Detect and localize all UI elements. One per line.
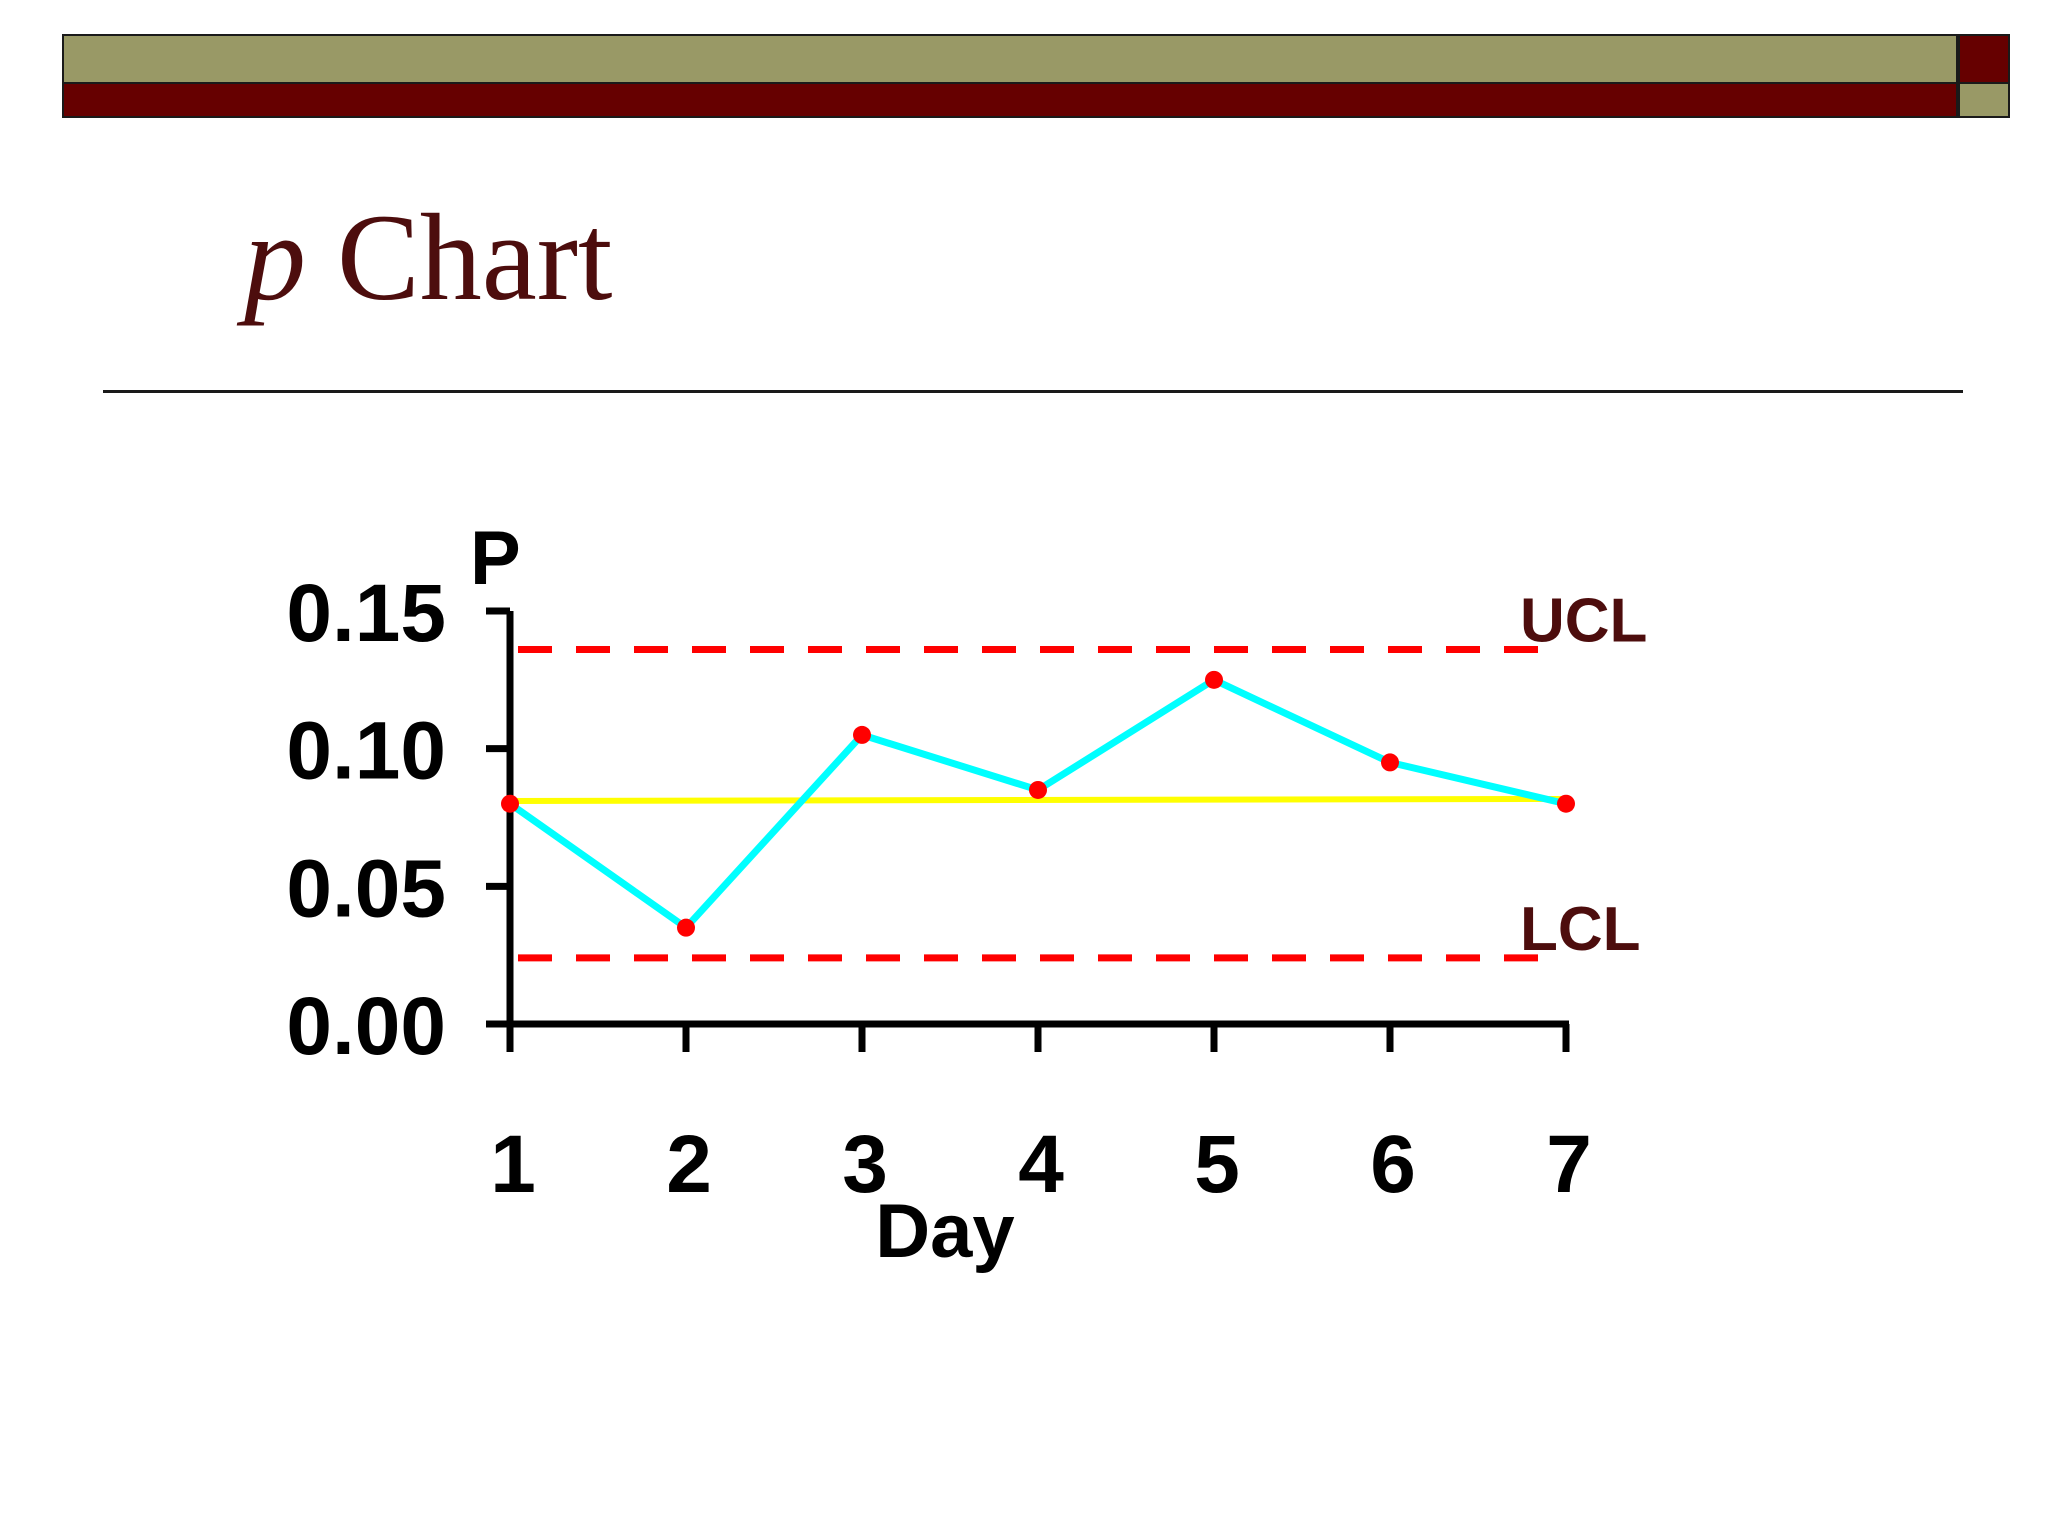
control-limits <box>518 646 1550 962</box>
y-tick-label: 0.00 <box>286 981 446 1072</box>
limit-label-lcl: LCL <box>1520 895 1641 964</box>
limit-label-ucl: UCL <box>1520 587 1647 656</box>
x-tick-label: 6 <box>1370 1119 1416 1210</box>
title-text: Chart <box>306 189 613 326</box>
header-square-maroon <box>1958 34 2010 84</box>
title-p: p <box>244 189 306 326</box>
chart-labels: UCL LCL 0.00 0.05 0.10 0.15 1 2 3 4 5 6 7 P Day <box>286 516 1647 1274</box>
series-line <box>507 676 1567 932</box>
x-tick-label: 5 <box>1194 1119 1240 1210</box>
x-axis-title: Day <box>875 1189 1014 1274</box>
x-tick-label: 7 <box>1546 1119 1592 1210</box>
y-tick-label: 0.05 <box>286 843 446 934</box>
header-square-olive <box>1958 84 2010 118</box>
x-tick-label: 3 <box>842 1119 888 1210</box>
data-point <box>677 918 695 937</box>
data-point <box>501 794 519 813</box>
data-point <box>1029 780 1047 799</box>
header-band-olive <box>62 34 1958 84</box>
x-tick-label: 1 <box>490 1119 536 1210</box>
data-point <box>1557 794 1575 813</box>
center-line <box>509 795 1567 804</box>
center-line-group <box>509 795 1567 804</box>
header-band-maroon <box>62 84 1958 118</box>
data-point <box>1205 670 1223 689</box>
x-tick-label: 4 <box>1018 1119 1064 1210</box>
y-axis-title: P <box>470 516 521 601</box>
data-point <box>1381 753 1399 772</box>
x-tick-label: 2 <box>666 1119 712 1210</box>
chart-axes <box>486 607 1570 1052</box>
y-tick-label: 0.10 <box>286 706 446 797</box>
slide-title: p Chart <box>244 196 613 320</box>
data-point <box>853 725 871 744</box>
y-tick-label: 0.15 <box>286 568 446 659</box>
data-series <box>501 670 1575 937</box>
title-divider <box>103 390 1963 393</box>
